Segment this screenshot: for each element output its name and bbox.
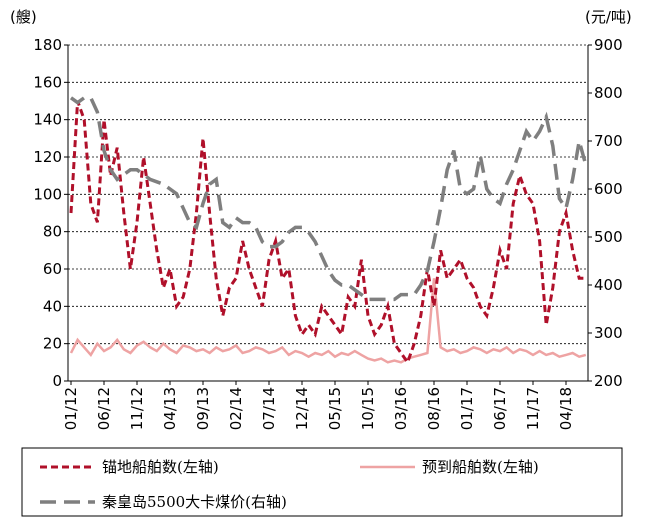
- y-unit: (艘): [10, 8, 37, 26]
- series-line: [69, 100, 586, 366]
- x-tick-label: 01/12: [62, 387, 80, 430]
- y2-tick-label: 800: [594, 84, 623, 102]
- y2-tick-label: 200: [594, 372, 623, 390]
- series-line: [69, 96, 588, 302]
- y2-tick-label: 400: [594, 276, 623, 294]
- y-tick-label: 80: [43, 223, 62, 241]
- legend-label: 预到船舶数(左轴): [422, 458, 539, 476]
- y2-tick-label: 500: [594, 228, 623, 246]
- y-tick-label: 100: [33, 185, 62, 203]
- y2-tick-label: 700: [594, 132, 623, 150]
- y-tick-label: 120: [33, 148, 62, 166]
- x-tick-label: 11/12: [128, 387, 146, 430]
- x-tick-label: 10/15: [359, 387, 377, 430]
- y2-tick-label: 300: [594, 324, 623, 342]
- y-tick-label: 20: [43, 335, 62, 353]
- y-tick-label: 60: [43, 260, 62, 278]
- x-tick-label: 12/14: [293, 387, 311, 430]
- x-tick-label: 03/16: [392, 387, 410, 430]
- x-tick-label: 02/14: [227, 387, 245, 430]
- x-tick-label: 06/12: [95, 387, 113, 430]
- x-tick-label: 05/15: [326, 387, 344, 430]
- x-tick-label: 04/13: [161, 387, 179, 430]
- y2-tick-label: 900: [594, 36, 623, 54]
- x-tick-label: 01/17: [458, 387, 476, 430]
- legend-label: 锚地船舶数(左轴): [102, 458, 219, 476]
- y-tick-label: 180: [33, 36, 62, 54]
- y2-unit: (元/吨): [585, 8, 632, 26]
- x-tick-label: 08/16: [425, 387, 443, 430]
- x-tick-label: 04/18: [557, 387, 575, 430]
- y2-tick-label: 600: [594, 180, 623, 198]
- series-line: [69, 278, 587, 364]
- x-tick-label: 07/14: [260, 387, 278, 430]
- legend-label: 秦皇岛5500大卡煤价(右轴): [102, 493, 287, 511]
- legend-box: [21, 447, 623, 517]
- x-tick-label: 06/17: [491, 387, 509, 430]
- x-tick-label: 11/17: [524, 387, 542, 430]
- y-tick-label: 160: [33, 73, 62, 91]
- y-tick-label: 40: [43, 297, 62, 315]
- y-tick-label: 140: [33, 111, 62, 129]
- x-tick-label: 09/13: [194, 387, 212, 430]
- y-tick-label: 0: [52, 372, 62, 390]
